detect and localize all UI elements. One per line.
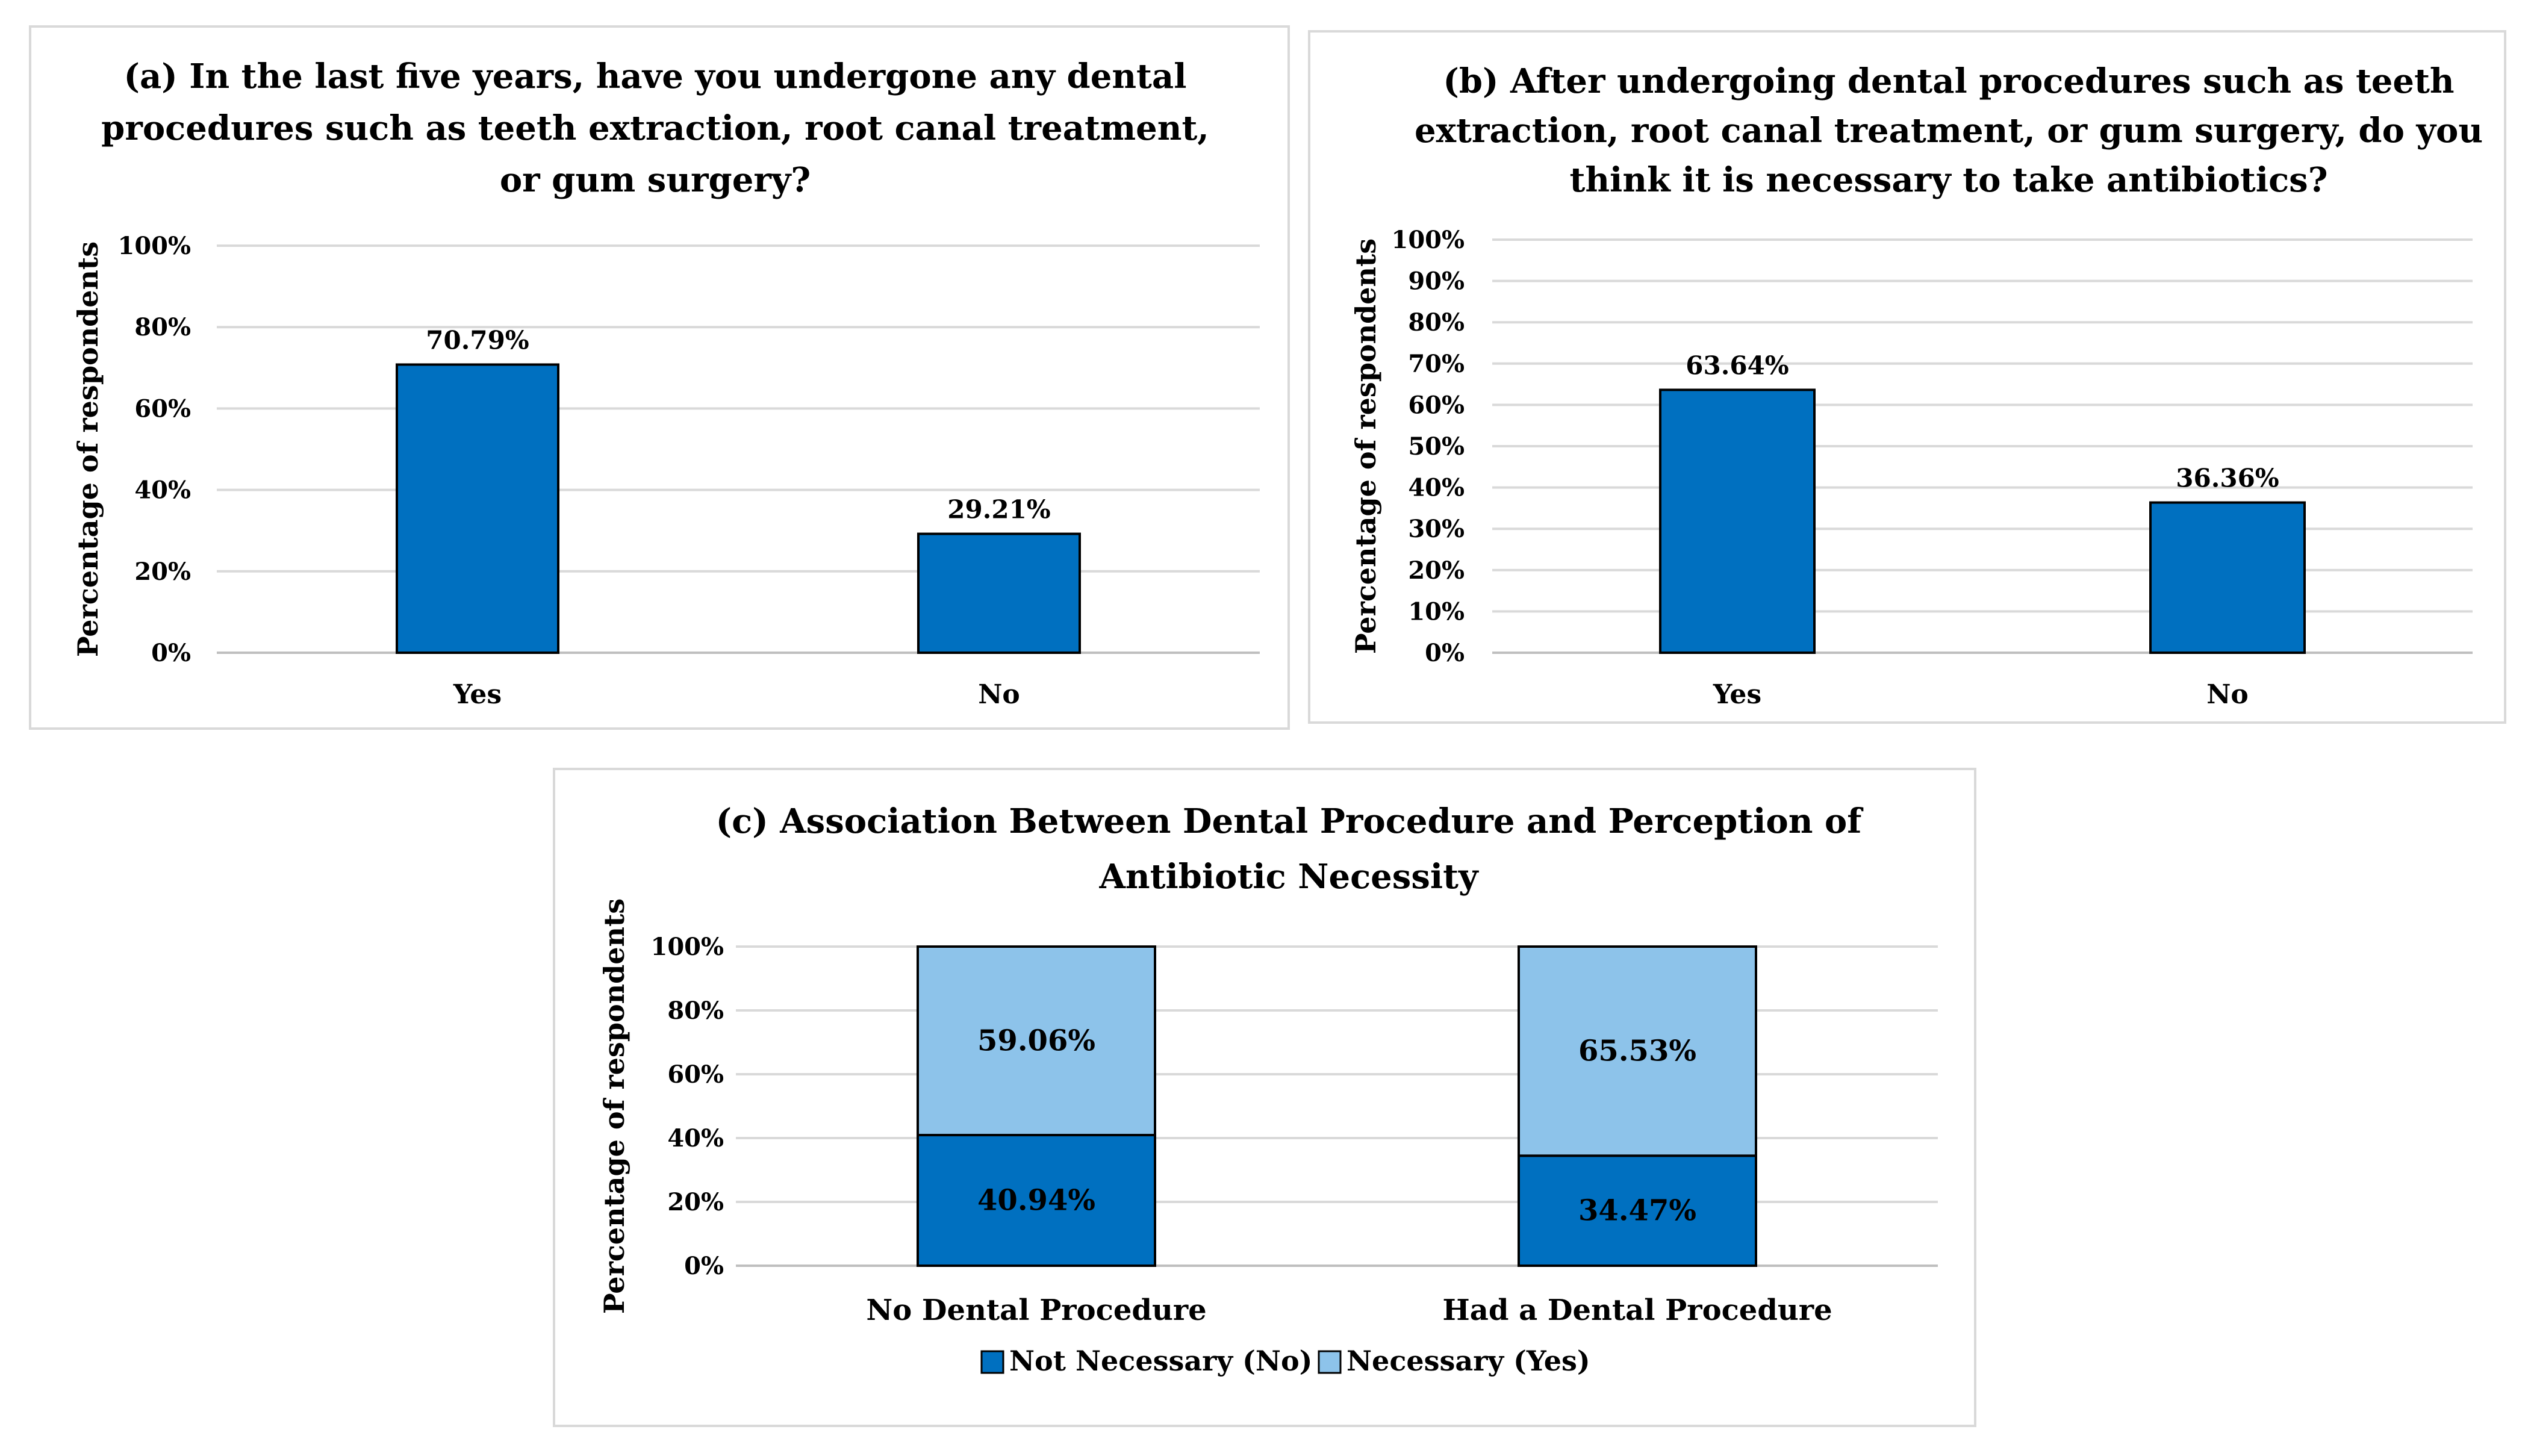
chart-b-y-tick-label: 40%: [1408, 474, 1465, 502]
chart-b-data-label: 63.64%: [1686, 350, 1789, 380]
chart-b-y-tick-label: 20%: [1408, 556, 1465, 585]
chart-b-data-label: 36.36%: [2176, 464, 2279, 493]
chart-b-y-tick-label: 50%: [1408, 432, 1465, 461]
chart-c-y-tick-label: 40%: [667, 1124, 724, 1153]
chart-a-data-label: 70.79%: [426, 325, 529, 355]
chart-b-y-tick-label: 80%: [1408, 308, 1465, 337]
chart-c-title-line: Antibiotic Necessity: [1098, 857, 1479, 897]
chart-c-legend-swatch: [1318, 1350, 1342, 1374]
chart-c-legend-swatch: [980, 1350, 1004, 1374]
chart-panel-c: (c) Association Between Dental Procedure…: [553, 768, 1976, 1427]
chart-c-stack-segment: [1518, 945, 1757, 1157]
chart-b-y-tick-label: 60%: [1408, 391, 1465, 419]
chart-a-svg: (a) In the last five years, have you und…: [72, 57, 1260, 710]
chart-b-category-label: Yes: [1713, 679, 1761, 710]
chart-c-category-label: No Dental Procedure: [866, 1293, 1206, 1327]
chart-a-y-tick-label: 20%: [134, 558, 191, 586]
chart-c-stack-segment: [917, 1134, 1156, 1267]
chart-b-y-tick-label: 0%: [1425, 639, 1465, 667]
chart-b-bar-no: [2149, 501, 2306, 654]
chart-a-y-tick-label: 80%: [134, 313, 191, 341]
chart-b-y-tick-label: 10%: [1408, 597, 1465, 626]
chart-c-legend-label: Necessary (Yes): [1347, 1345, 1590, 1377]
chart-c-category-label: Had a Dental Procedure: [1442, 1293, 1832, 1327]
chart-panel-a: (a) In the last five years, have you und…: [29, 25, 1290, 730]
chart-b-svg: (b) After undergoing dental procedures s…: [1350, 61, 2483, 710]
chart-a-bar-yes: [396, 363, 559, 654]
chart-a-y-tick-label: 60%: [134, 394, 191, 423]
chart-a-y-tick-label: 100%: [117, 232, 191, 260]
chart-a-bar-no: [917, 532, 1081, 654]
chart-a-data-label: 29.21%: [947, 495, 1050, 524]
chart-a-title-line: or gum surgery?: [500, 160, 811, 200]
chart-c-y-tick-label: 0%: [684, 1252, 724, 1280]
chart-b-y-axis-label: Percentage of respondents: [1350, 238, 1382, 654]
chart-b-y-tick-label: 90%: [1408, 267, 1465, 296]
chart-b-title-line: extraction, root canal treatment, or gum…: [1415, 111, 2483, 151]
chart-a-title-line: procedures such as teeth extraction, roo…: [101, 108, 1209, 148]
chart-panel-b: (b) After undergoing dental procedures s…: [1308, 30, 2506, 724]
chart-c-segment-label: 59.06%: [977, 1024, 1095, 1058]
chart-c-y-tick-label: 80%: [667, 997, 724, 1025]
chart-b-y-tick-label: 70%: [1408, 350, 1465, 378]
chart-c-legend-label: Not Necessary (No): [1009, 1345, 1312, 1377]
chart-a-y-tick-label: 0%: [151, 639, 191, 667]
chart-c-stack-segment: [917, 945, 1156, 1137]
chart-b-y-tick-label: 100%: [1391, 226, 1465, 254]
chart-c-svg: (c) Association Between Dental Procedure…: [598, 801, 1938, 1377]
chart-a-category-label: No: [978, 679, 1020, 710]
chart-b-bar-yes: [1659, 388, 1816, 655]
chart-c-segment-label: 34.47%: [1578, 1194, 1696, 1228]
chart-b-title-line: (b) After undergoing dental procedures s…: [1443, 61, 2454, 101]
chart-c-y-tick-label: 20%: [667, 1188, 724, 1216]
chart-c-title-line: (c) Association Between Dental Procedure…: [716, 801, 1864, 841]
chart-b-y-tick-label: 30%: [1408, 515, 1465, 543]
chart-c-segment-label: 65.53%: [1578, 1034, 1696, 1068]
chart-c-stack-segment: [1518, 1154, 1757, 1268]
chart-b-title-line: think it is necessary to take antibiotic…: [1569, 160, 2327, 200]
chart-a-category-label: Yes: [453, 679, 502, 710]
chart-c-y-axis-label: Percentage of respondents: [598, 898, 630, 1314]
chart-a-y-axis-label: Percentage of respondents: [72, 241, 104, 657]
chart-c-y-tick-label: 60%: [667, 1060, 724, 1089]
chart-c-y-tick-label: 100%: [650, 933, 724, 961]
chart-c-segment-label: 40.94%: [977, 1184, 1095, 1218]
chart-b-category-label: No: [2206, 679, 2249, 710]
chart-a-title-line: (a) In the last five years, have you und…: [124, 57, 1187, 96]
chart-a-y-tick-label: 40%: [134, 476, 191, 505]
